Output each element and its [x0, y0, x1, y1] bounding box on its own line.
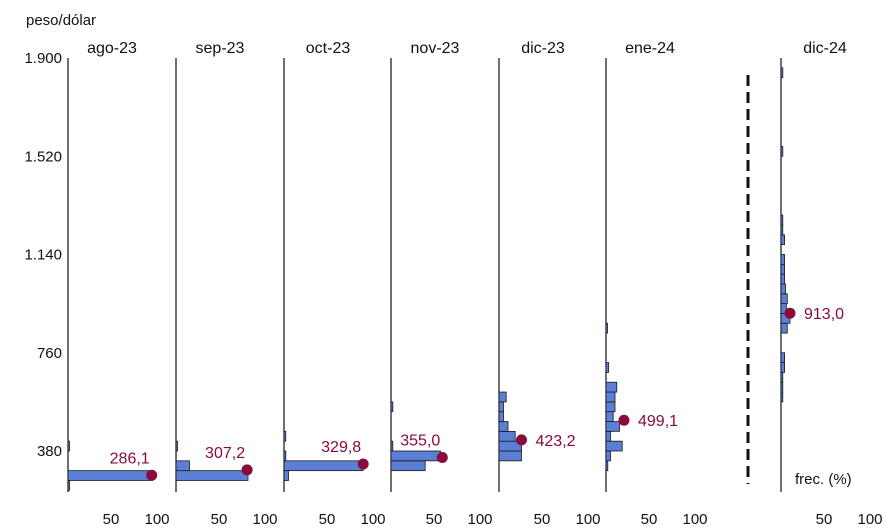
histogram-bar	[498, 421, 509, 432]
histogram-bar	[605, 322, 608, 334]
histogram-bar	[780, 391, 784, 403]
histogram-bar	[605, 430, 611, 442]
histogram-bar	[175, 470, 249, 481]
histogram-bar	[780, 263, 785, 275]
histogram-bar	[780, 214, 784, 226]
histogram-bar	[780, 234, 785, 246]
y-tick-label: 760	[37, 345, 62, 362]
mean-point	[357, 458, 369, 470]
histogram-bar	[390, 440, 394, 452]
x-tick-label: 50	[816, 511, 833, 528]
histogram-bar	[498, 430, 516, 442]
histogram-bar	[283, 450, 287, 462]
histogram-bar	[498, 411, 504, 422]
histogram-bar	[67, 440, 70, 452]
x-tick-label: 50	[319, 511, 336, 528]
histogram-bar	[780, 362, 785, 373]
histogram-bar	[605, 440, 623, 452]
histogram-bar	[175, 440, 178, 452]
panel-title: dic-24	[803, 40, 847, 57]
mean-point	[516, 434, 527, 446]
x-tick-label: 50	[426, 511, 443, 528]
panel-title: ago-23	[87, 40, 137, 57]
y-tick-label: 1.140	[24, 247, 62, 264]
histogram-bar	[390, 450, 441, 462]
point-label: 329,8	[321, 439, 361, 456]
x-tick-label: 100	[682, 511, 707, 528]
histogram-bar	[175, 460, 190, 472]
x-tick-label: 100	[252, 511, 277, 528]
mean-point	[241, 464, 253, 476]
x-tick-label: 100	[144, 511, 169, 528]
histogram-bar	[780, 381, 784, 393]
y-tick-label: 380	[37, 443, 62, 460]
mean-point	[784, 307, 796, 319]
histogram-bar	[605, 362, 610, 373]
histogram-bar	[780, 224, 784, 236]
histogram-bar	[283, 470, 289, 481]
histogram-bar	[780, 67, 784, 79]
x-axis-unit-label: frec. (%)	[795, 471, 852, 488]
mean-point	[436, 451, 448, 463]
histogram-bar	[390, 401, 394, 413]
panel-title: ene-24	[625, 40, 675, 57]
point-label: 307,2	[205, 445, 245, 462]
histogram-bar	[498, 450, 522, 462]
histogram-bar	[67, 470, 153, 481]
histogram-bar	[780, 254, 785, 265]
histogram-bar	[605, 391, 616, 403]
histogram-bar	[780, 371, 784, 383]
panel-title: sep-23	[196, 40, 245, 57]
panel-title: nov-23	[411, 40, 460, 57]
histogram-panels: 380 760 1.140 1.520 1.900 ago-23 286,1 50 100 sep…	[24, 40, 882, 528]
histogram-bar	[498, 391, 507, 403]
x-tick-label: 50	[211, 511, 228, 528]
histogram-bar	[390, 460, 426, 472]
x-tick-label: 100	[857, 511, 882, 528]
x-tick-label: 50	[103, 511, 120, 528]
histogram-bar	[780, 283, 786, 295]
x-tick-label: 50	[534, 511, 551, 528]
histogram-bar	[498, 401, 504, 413]
histogram-bar	[605, 460, 609, 472]
histogram-bar	[283, 430, 287, 442]
point-label: 913,0	[804, 306, 844, 323]
mean-point	[618, 414, 630, 426]
histogram-bar	[780, 273, 785, 285]
x-tick-label: 100	[467, 511, 492, 528]
point-label: 355,0	[400, 432, 440, 449]
panel-title: oct-23	[306, 40, 351, 57]
histogram-bar	[780, 322, 788, 334]
histogram-bar	[780, 352, 785, 363]
x-tick-label: 100	[575, 511, 600, 528]
histogram-bar	[67, 480, 70, 491]
histogram-bar	[780, 146, 784, 157]
y-tick-label: 1.520	[24, 148, 62, 165]
histogram-bar	[780, 293, 788, 305]
histogram-bar	[283, 460, 364, 472]
histogram-bar	[605, 421, 620, 432]
histogram-bar	[605, 411, 614, 422]
y-tick-label: 1.900	[24, 50, 62, 67]
panel-title: dic-23	[521, 40, 565, 57]
point-label: 286,1	[110, 450, 150, 467]
x-tick-label: 100	[360, 511, 385, 528]
point-label: 423,2	[536, 433, 576, 450]
histogram-bar	[605, 401, 616, 413]
histogram-bar	[605, 381, 618, 393]
y-axis-title: peso/dólar	[26, 12, 96, 29]
x-tick-label: 50	[641, 511, 658, 528]
point-label: 499,1	[638, 413, 678, 430]
histogram-bar	[605, 450, 611, 462]
mean-point	[146, 469, 158, 481]
